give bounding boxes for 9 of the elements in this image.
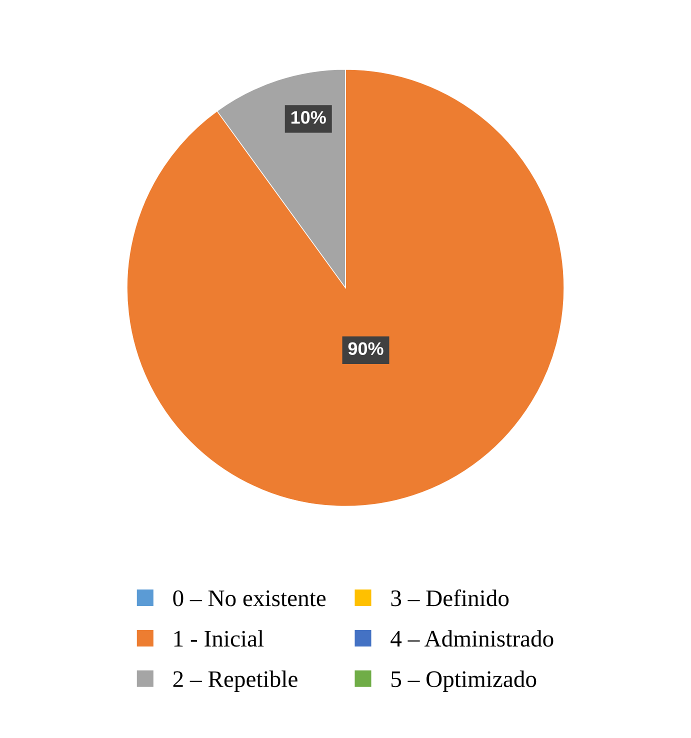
legend-label: 5 – Optimizado (392, 670, 536, 692)
legend-label: 2 – Repetible (173, 670, 298, 692)
pie-slice (126, 69, 564, 507)
legend-label: 4 – Administrado (390, 630, 554, 647)
legend-label: 3 – Definido (391, 589, 509, 606)
data-label: 10% (291, 111, 326, 124)
legend-label: 1 - Inicial (174, 630, 264, 647)
legend-label: 0 – No existente (173, 590, 326, 606)
data-label: 90% (348, 342, 384, 355)
